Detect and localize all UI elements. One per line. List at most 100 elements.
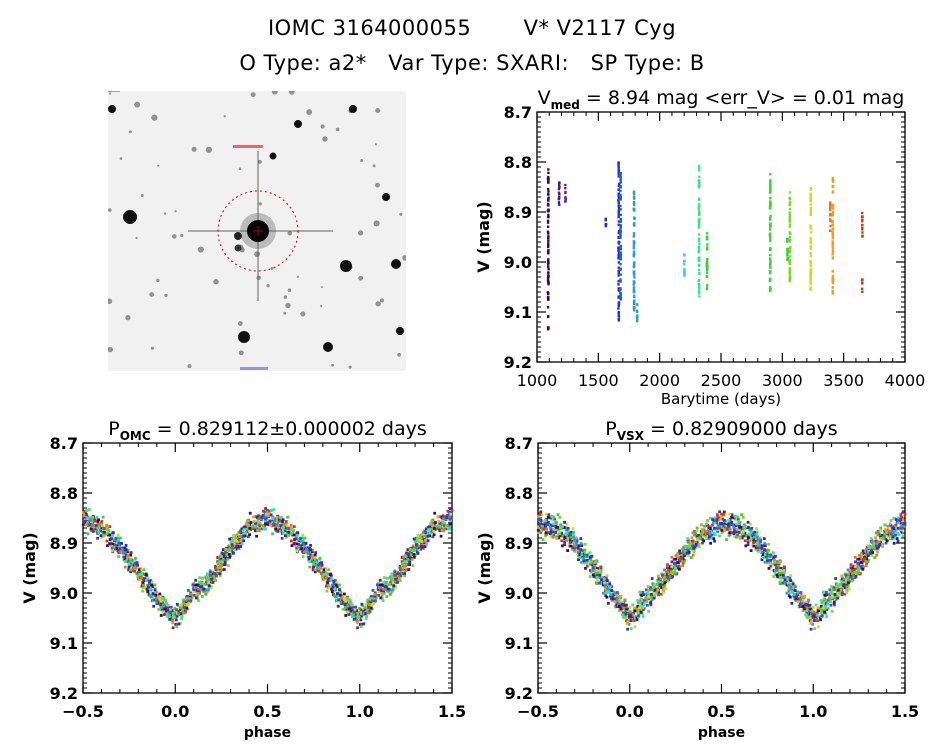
data-point [290, 544, 294, 548]
data-point [678, 549, 682, 553]
data-point [768, 288, 772, 291]
data-point [894, 533, 897, 537]
data-point [859, 552, 863, 556]
data-point [414, 546, 418, 550]
data-point [175, 614, 179, 618]
data-point [561, 525, 564, 529]
data-point [341, 599, 344, 603]
data-point [861, 220, 864, 223]
data-point [697, 284, 701, 287]
data-point [861, 281, 864, 285]
data-point [440, 516, 444, 519]
data-point [809, 288, 812, 291]
data-point [824, 590, 828, 594]
data-point [809, 245, 812, 248]
data-point [203, 582, 207, 586]
data-point [746, 543, 750, 547]
data-point [175, 611, 179, 614]
data-point [306, 546, 309, 550]
data-point [148, 583, 152, 587]
data-point [392, 584, 396, 588]
data-point [185, 595, 189, 598]
data-point [248, 533, 251, 537]
data-point [788, 211, 791, 214]
data-point [319, 566, 322, 570]
data-point [722, 510, 726, 514]
data-point [404, 555, 408, 559]
data-point [835, 583, 839, 586]
data-point [185, 597, 188, 601]
data-point [231, 552, 235, 555]
data-point [147, 585, 150, 589]
data-point [617, 165, 620, 168]
data-point [832, 595, 836, 599]
data-point [678, 558, 682, 561]
data-point [123, 557, 127, 561]
data-point [112, 545, 116, 549]
data-point [831, 242, 835, 246]
data-point [825, 615, 829, 618]
data-point [683, 253, 686, 256]
data-point [883, 529, 887, 533]
data-point [749, 549, 753, 553]
data-point [573, 546, 577, 550]
x-tick-label: 1.5 [891, 702, 919, 721]
data-point [117, 555, 121, 559]
data-point [547, 513, 551, 517]
data-point [845, 583, 848, 586]
data-point [901, 510, 905, 514]
data-point [171, 612, 175, 616]
data-point [142, 583, 145, 587]
data-point [695, 542, 698, 545]
data-point [785, 583, 789, 587]
data-point [831, 249, 834, 252]
data-point [663, 572, 667, 576]
data-point [602, 583, 605, 587]
data-point [809, 281, 812, 284]
data-point [130, 563, 134, 567]
data-point [798, 603, 802, 606]
faint-star [270, 267, 274, 270]
faint-star [373, 220, 380, 227]
data-point [839, 588, 843, 592]
data-point [788, 272, 791, 276]
data-point [310, 550, 314, 554]
data-point [266, 521, 270, 524]
data-point [149, 579, 153, 583]
data-point [83, 509, 87, 513]
data-point [758, 541, 761, 545]
data-point [370, 601, 373, 605]
data-point [702, 533, 706, 537]
faint-star [149, 292, 155, 297]
data-point [836, 596, 839, 600]
data-point [410, 557, 414, 561]
data-point [701, 541, 704, 545]
data-point [266, 511, 270, 514]
data-point [809, 264, 813, 268]
data-point [713, 533, 717, 537]
data-point [330, 587, 333, 591]
data-point [599, 565, 603, 569]
data-point [224, 547, 227, 551]
data-point [564, 191, 567, 195]
data-point [565, 528, 569, 532]
data-point [312, 565, 315, 569]
data-point [892, 536, 896, 540]
data-point [617, 261, 621, 264]
data-point [834, 577, 838, 580]
data-point [159, 599, 163, 603]
data-point [619, 204, 622, 208]
data-point [394, 577, 398, 581]
data-point [705, 522, 708, 526]
data-point [729, 523, 733, 527]
data-point [252, 520, 256, 523]
data-point [737, 519, 741, 523]
data-point [126, 548, 130, 552]
data-point [350, 606, 354, 610]
data-point [609, 584, 613, 588]
data-point [557, 536, 561, 540]
data-point [809, 224, 812, 227]
data-point [621, 600, 625, 604]
data-point [636, 314, 639, 317]
data-point [431, 521, 434, 525]
